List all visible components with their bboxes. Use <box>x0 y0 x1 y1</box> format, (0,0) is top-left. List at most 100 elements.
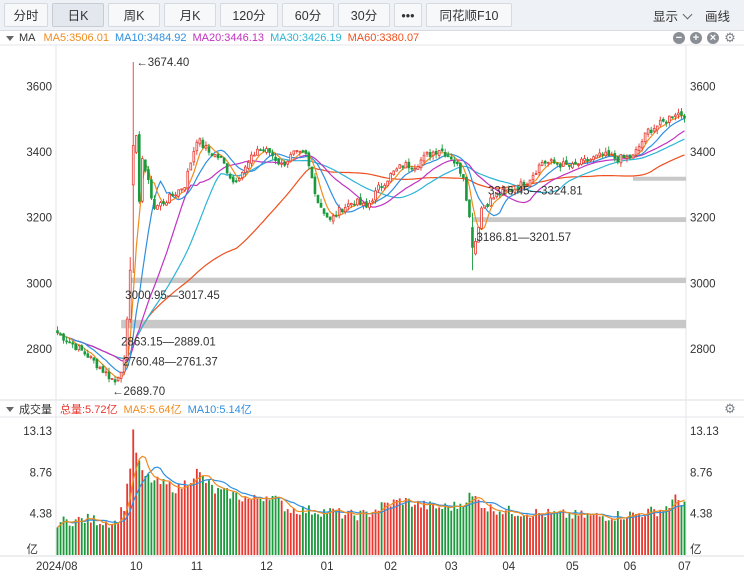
volume-bar <box>444 503 447 555</box>
volume-bar <box>244 497 247 555</box>
ma10-value: MA10:3484.92 <box>114 32 187 44</box>
volume-bar <box>226 488 229 555</box>
candle-body <box>398 164 402 169</box>
tab-monthly-k[interactable]: 月K <box>164 3 216 27</box>
volume-bar <box>120 507 123 555</box>
volume-bar <box>262 501 265 555</box>
volume-bar <box>301 506 304 555</box>
collapse-caret-icon[interactable] <box>6 406 14 412</box>
volume-bar <box>462 506 465 555</box>
candle-body <box>601 153 605 156</box>
volume-bar <box>256 498 259 555</box>
candle-body <box>153 198 156 209</box>
volume-bar <box>541 513 544 555</box>
volume-bar <box>186 484 189 555</box>
volume-bar <box>286 509 289 555</box>
volume-bar <box>377 510 380 555</box>
draw-line-button[interactable]: 画线 <box>704 9 730 24</box>
candle-body <box>325 212 329 218</box>
tab-120min[interactable]: 120分 <box>220 3 278 27</box>
price-tick-left: 3400 <box>26 147 52 159</box>
volume-bar <box>99 523 101 555</box>
volume-bar <box>144 475 147 555</box>
x-tick-label: 05 <box>566 561 579 573</box>
candle-body <box>607 150 611 156</box>
volume-bar <box>268 500 271 555</box>
tab-intraday[interactable]: 分时 <box>4 3 48 27</box>
gap-label: 3316.45—3324.81 <box>488 185 583 197</box>
candle-body <box>610 154 614 157</box>
volume-bar <box>171 492 174 555</box>
candle-body <box>649 129 653 134</box>
volume-bar <box>550 513 553 555</box>
tab-weekly-k[interactable]: 周K <box>108 3 160 27</box>
candle-body <box>637 146 641 151</box>
candle-body <box>95 358 99 369</box>
volume-indicator-name[interactable]: 成交量 <box>19 404 52 416</box>
candle-body <box>668 115 671 123</box>
volume-bar <box>135 452 138 555</box>
volume-bar <box>489 504 492 555</box>
candle-body <box>150 179 153 199</box>
candle-body <box>268 148 271 153</box>
price-tick-right: 3200 <box>690 213 716 225</box>
candle-body <box>434 150 438 155</box>
volume-bar <box>668 507 671 555</box>
candle-body <box>265 148 268 153</box>
candle-body <box>546 161 550 164</box>
tab-60min[interactable]: 60分 <box>282 3 334 27</box>
candle-body <box>646 128 650 135</box>
tab-daily-k[interactable]: 日K <box>52 3 104 27</box>
volume-bar <box>547 508 550 555</box>
candle-body <box>437 150 441 156</box>
candle-body <box>362 202 365 206</box>
indicator-name[interactable]: MA <box>19 32 36 44</box>
ma20-value: MA20:3446.13 <box>192 32 265 44</box>
candle-body <box>625 156 629 159</box>
close-icon[interactable]: × <box>707 32 719 44</box>
gear-icon[interactable]: ⚙ <box>724 401 736 416</box>
tab-f10[interactable]: 同花顺F10 <box>426 3 512 27</box>
tab-30min[interactable]: 30分 <box>338 3 390 27</box>
candle-body <box>219 155 223 158</box>
candle-body <box>277 158 280 165</box>
volume-ma10: MA10:5.14亿 <box>187 404 252 416</box>
zoom-in-icon[interactable]: + <box>690 32 702 44</box>
volume-bar <box>501 514 504 555</box>
candle-body <box>253 154 256 157</box>
gear-icon[interactable]: ⚙ <box>724 30 736 45</box>
volume-bar <box>523 515 525 555</box>
volume-bar <box>238 499 241 555</box>
volume-bar <box>562 509 565 555</box>
zoom-out-icon[interactable]: − <box>673 32 685 44</box>
candle-body <box>504 189 508 192</box>
candle-body <box>604 151 608 157</box>
volume-bar <box>656 516 659 555</box>
volume-bar <box>441 508 444 555</box>
candle-body <box>59 333 62 336</box>
volume-bar <box>380 502 383 555</box>
volume-bar <box>68 525 71 555</box>
price-tick-right: 3400 <box>690 147 716 159</box>
volume-bar <box>308 505 310 555</box>
volume-bar <box>180 488 183 555</box>
candle-body <box>240 172 244 179</box>
volume-bar <box>332 508 335 555</box>
volume-bar <box>498 511 501 555</box>
candle-body <box>177 189 180 197</box>
volume-bar <box>250 499 253 555</box>
candle-body <box>343 206 347 213</box>
volume-bar <box>532 516 534 555</box>
volume-bar <box>320 516 322 555</box>
collapse-caret-icon[interactable] <box>6 35 14 41</box>
volume-bar <box>386 502 389 555</box>
candle-body <box>301 150 305 153</box>
display-dropdown[interactable]: 显示 <box>653 6 693 25</box>
volume-bar <box>83 522 86 555</box>
volume-bar <box>277 497 280 555</box>
more-tabs-button[interactable]: ••• <box>394 3 422 27</box>
gap-label: 2863.15—2889.01 <box>121 336 216 348</box>
volume-bar <box>298 514 301 555</box>
candle-body <box>628 154 632 159</box>
